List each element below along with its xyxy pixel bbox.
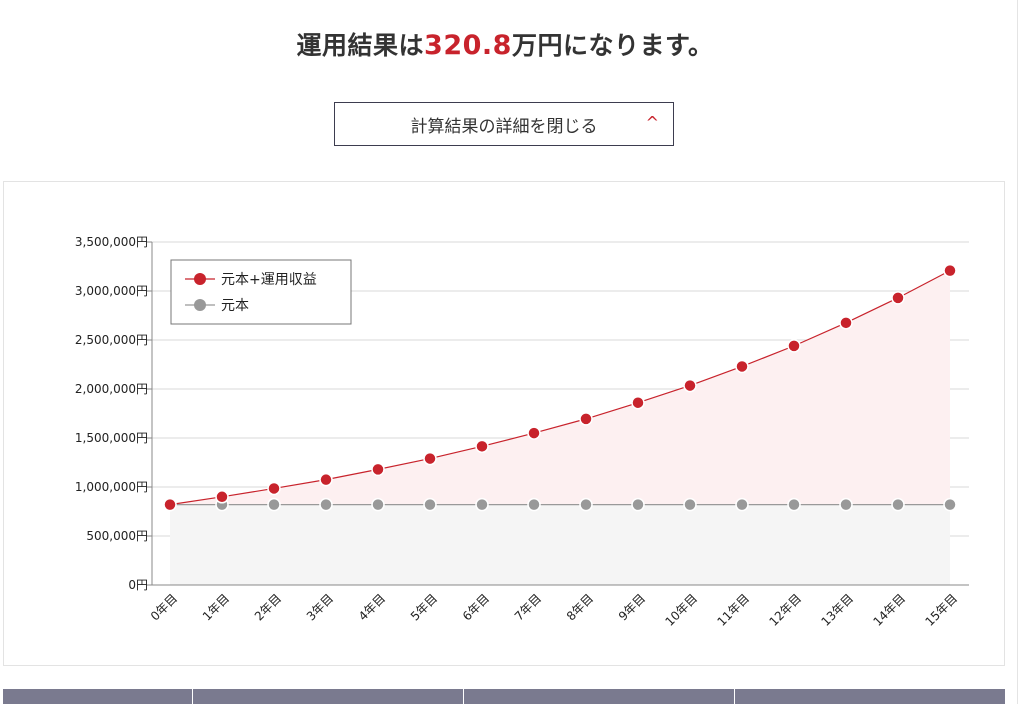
result-amount: 320.8 <box>424 30 512 61</box>
data-point-principal <box>735 497 749 512</box>
legend-box <box>170 259 352 325</box>
x-tick-label: 1年目 <box>200 591 232 623</box>
data-point-principal <box>527 497 541 512</box>
data-point-total <box>371 462 385 477</box>
legend-marker <box>194 273 206 285</box>
data-point-total <box>215 490 229 504</box>
data-point-principal <box>891 497 905 512</box>
data-point-principal <box>371 497 385 512</box>
x-tick-label: 0年目 <box>148 591 180 623</box>
result-table-header <box>3 689 1005 704</box>
x-tick-label: 9年目 <box>616 591 648 623</box>
area-principal <box>170 504 950 585</box>
x-tick-label: 8年目 <box>564 591 596 623</box>
data-point-total <box>683 378 697 393</box>
data-point-principal <box>267 497 281 512</box>
x-tick-label: 3年目 <box>304 591 336 623</box>
legend-marker <box>194 299 206 311</box>
x-tick-label: 2年目 <box>252 591 284 623</box>
data-point-total <box>579 412 593 426</box>
x-tick-label: 7年目 <box>512 591 544 623</box>
data-point-total <box>631 395 645 410</box>
data-point-total <box>787 339 801 353</box>
y-tick-label: 2,000,000円 <box>75 382 148 396</box>
data-point-total <box>839 316 853 330</box>
data-point-total <box>319 472 333 487</box>
x-tick-label: 6年目 <box>460 591 492 623</box>
y-tick-label: 3,500,000円 <box>75 235 148 249</box>
legend-label: 元本 <box>221 298 249 314</box>
data-point-principal <box>475 497 489 512</box>
data-point-principal <box>319 497 333 512</box>
data-point-principal <box>943 497 957 512</box>
table-header-cell <box>735 689 1005 704</box>
data-point-principal <box>683 497 697 512</box>
data-point-total <box>267 481 281 496</box>
data-point-total <box>163 497 177 512</box>
x-tick-label: 4年目 <box>356 591 388 623</box>
series-line-total <box>169 270 951 506</box>
data-point-principal <box>423 497 437 512</box>
headline-prefix: 運用結果は <box>296 31 425 60</box>
y-tick-label: 1,000,000円 <box>75 480 148 494</box>
x-tick-label: 5年目 <box>408 591 440 623</box>
x-tick-label: 13年目 <box>818 591 856 629</box>
data-point-principal <box>839 497 853 512</box>
chevron-up-icon: ^ <box>645 113 659 132</box>
table-header-cell <box>193 689 464 704</box>
data-point-principal <box>579 497 593 512</box>
data-point-total <box>943 263 957 278</box>
result-headline: 運用結果は320.8万円になります。 <box>0 26 1010 62</box>
data-point-total <box>475 439 489 454</box>
headline-suffix: 万円になります。 <box>511 31 714 60</box>
data-point-total <box>891 291 905 305</box>
chart-panel: 0円 500,000円 1,000,000円 1,500,000円 2,000,000円… <box>3 181 1005 666</box>
result-chart: 0円 500,000円 1,000,000円 1,500,000円 2,000,000円… <box>75 235 969 629</box>
table-header-cell <box>3 689 193 704</box>
table-header-cell <box>464 689 735 704</box>
y-tick-label: 1,500,000円 <box>75 431 148 445</box>
close-details-label: 計算結果の詳細を閉じる <box>410 116 598 137</box>
close-details-button[interactable]: 計算結果の詳細を閉じる ^ <box>334 102 674 146</box>
x-tick-label: 12年目 <box>766 591 804 629</box>
data-point-principal <box>787 497 801 512</box>
x-tick-label: 14年目 <box>870 591 908 629</box>
y-tick-label: 3,000,000円 <box>75 284 148 298</box>
data-point-principal <box>631 497 645 512</box>
x-tick-label: 11年目 <box>714 591 752 629</box>
y-tick-label: 2,500,000円 <box>75 333 148 347</box>
data-point-total <box>423 451 437 466</box>
data-point-total <box>527 426 541 440</box>
y-tick-label: 0円 <box>128 578 148 592</box>
legend-label: 元本+運用収益 <box>221 272 317 288</box>
data-point-total <box>735 359 749 374</box>
y-tick-label: 500,000円 <box>86 529 148 543</box>
x-tick-label: 10年目 <box>662 591 700 629</box>
x-tick-label: 15年目 <box>922 591 960 629</box>
